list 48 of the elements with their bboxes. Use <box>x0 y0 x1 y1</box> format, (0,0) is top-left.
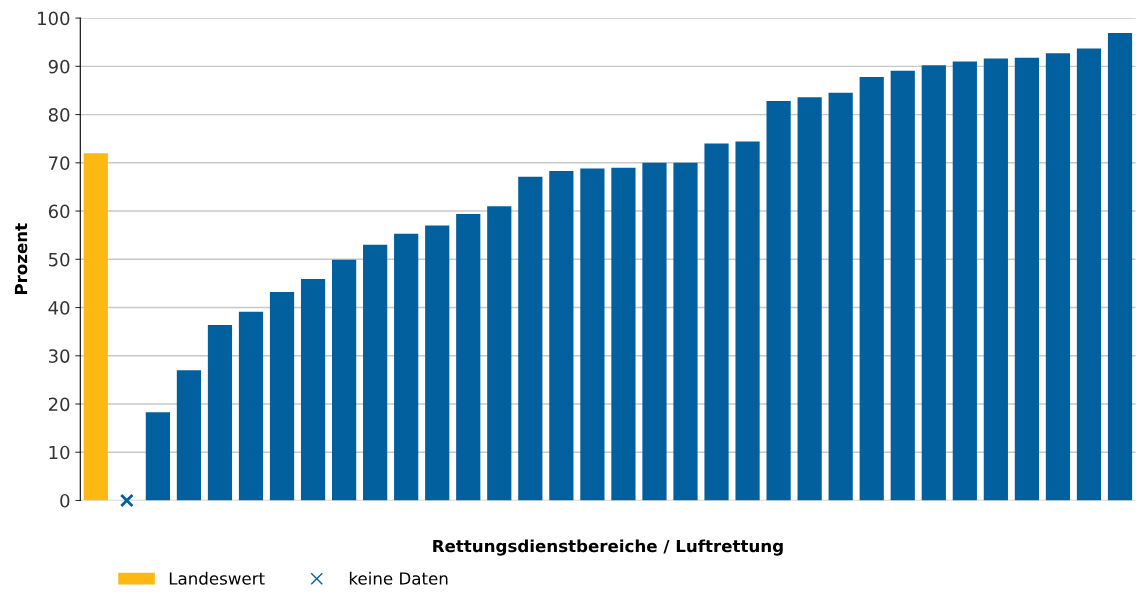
y-tick-label: 80 <box>48 108 70 122</box>
bar <box>1107 33 1133 501</box>
bar <box>797 97 822 501</box>
bar <box>238 311 264 501</box>
legend-label: keine Daten <box>349 571 448 585</box>
bar <box>425 225 450 501</box>
bar <box>332 259 357 501</box>
bar <box>1045 53 1071 501</box>
bar <box>207 324 233 501</box>
y-tick-label: 100 <box>38 11 70 26</box>
x-axis-title: Rettungsdienstbereiche / Luftrettung <box>433 539 783 556</box>
bar <box>952 61 977 501</box>
bar <box>363 244 388 501</box>
bar <box>611 167 636 501</box>
bar <box>580 168 605 501</box>
bar <box>735 141 760 501</box>
bar <box>766 101 791 501</box>
bar <box>394 233 419 501</box>
bar <box>983 58 1008 501</box>
y-tick-label: 90 <box>48 59 70 74</box>
y-tick-label: 10 <box>49 445 70 460</box>
y-tick-label: 0 <box>60 493 70 508</box>
bar <box>1014 57 1040 501</box>
bar <box>83 153 108 501</box>
bar <box>456 213 481 501</box>
bar <box>487 206 512 501</box>
bar <box>890 70 915 501</box>
bar <box>1076 48 1102 501</box>
y-tick-label: 30 <box>48 349 70 363</box>
y-axis-title: Prozent <box>14 223 28 295</box>
legend-label: Landeswert <box>169 571 265 585</box>
y-tick-label: 50 <box>48 252 70 267</box>
y-tick-label: 60 <box>48 204 70 219</box>
bar <box>704 143 729 501</box>
bar <box>269 292 295 501</box>
y-tick-label: 40 <box>48 300 70 315</box>
bar <box>859 76 884 501</box>
bar <box>921 65 946 501</box>
bar <box>828 92 853 501</box>
bar <box>145 412 170 501</box>
bar <box>642 162 667 501</box>
bar <box>300 279 326 501</box>
y-tick-label: 20 <box>48 397 70 412</box>
bar <box>518 176 543 501</box>
y-tick-label: 70 <box>49 156 70 170</box>
bar <box>549 171 574 501</box>
bar <box>673 162 698 501</box>
bar <box>176 370 202 501</box>
